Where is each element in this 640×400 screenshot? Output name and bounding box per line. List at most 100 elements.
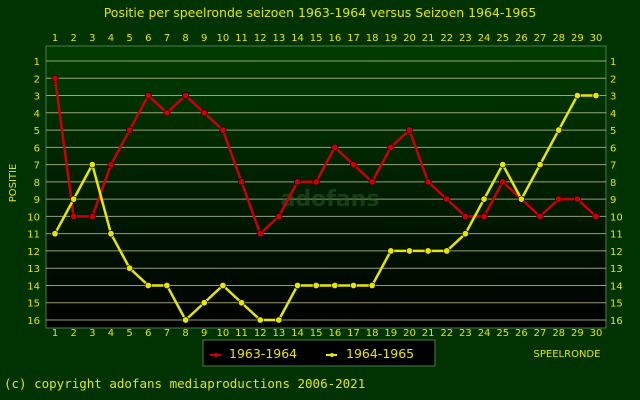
data-point	[88, 212, 96, 220]
y-tick-label: 13	[610, 264, 623, 275]
x-tick-label: 30	[590, 33, 603, 44]
data-point	[480, 212, 488, 220]
x-tick-label: 25	[496, 33, 509, 44]
data-point	[51, 230, 59, 238]
data-point	[144, 281, 152, 289]
y-tick-label: 10	[27, 212, 40, 223]
legend-marker-series-1	[214, 353, 218, 357]
y-tick-label: 3	[34, 92, 40, 103]
x-tick-label: 18	[366, 33, 379, 44]
x-tick-label: 29	[571, 33, 584, 44]
x-tick-label: 29	[571, 328, 584, 339]
data-point	[387, 143, 395, 151]
data-point	[294, 281, 302, 289]
data-point	[163, 109, 171, 117]
x-tick-label: 8	[182, 33, 188, 44]
y-tick-label: 12	[27, 247, 40, 258]
x-tick-label: 27	[534, 33, 547, 44]
data-point	[312, 281, 320, 289]
x-tick-label: 15	[310, 33, 323, 44]
x-tick-label: 12	[254, 328, 267, 339]
y-tick-label: 2	[34, 74, 40, 85]
data-point	[424, 178, 432, 186]
x-tick-label: 7	[164, 328, 170, 339]
data-point	[536, 161, 544, 169]
y-tick-label: 16	[27, 316, 40, 327]
data-point	[331, 281, 339, 289]
data-point	[238, 299, 246, 307]
y-tick-label: 12	[610, 247, 623, 258]
x-tick-label: 12	[254, 33, 267, 44]
legend-label-series-1: 1963-1964	[229, 346, 297, 361]
x-tick-label: 21	[422, 328, 435, 339]
data-point	[144, 92, 152, 100]
y-tick-label: 1	[34, 57, 40, 68]
data-point	[51, 74, 59, 82]
data-point	[443, 195, 451, 203]
x-tick-label: 24	[478, 328, 491, 339]
x-tick-label: 11	[235, 33, 248, 44]
y-tick-label: 11	[610, 230, 623, 241]
y-tick-label: 7	[610, 161, 616, 172]
data-point	[312, 178, 320, 186]
data-point	[275, 316, 283, 324]
x-tick-label: 25	[496, 328, 509, 339]
legend-marker-series-2	[330, 353, 334, 357]
legend-box	[202, 339, 436, 367]
x-tick-label: 9	[201, 33, 207, 44]
y-tick-label: 4	[34, 109, 40, 120]
series-layer	[51, 74, 600, 324]
data-point	[107, 161, 115, 169]
x-tick-label: 1	[52, 328, 58, 339]
x-tick-label: 3	[89, 328, 95, 339]
x-tick-label: 22	[440, 33, 453, 44]
series-line	[53, 94, 596, 322]
y-tick-label: 16	[610, 316, 623, 327]
data-point	[107, 230, 115, 238]
y-tick-label: 11	[27, 230, 40, 241]
y-tick-label: 14	[27, 281, 40, 292]
data-point	[387, 247, 395, 255]
x-tick-label: 19	[384, 33, 397, 44]
data-point	[592, 212, 600, 220]
data-point	[349, 161, 357, 169]
data-point	[219, 281, 227, 289]
x-tick-label: 11	[235, 328, 248, 339]
x-tick-label: 23	[459, 328, 472, 339]
data-point	[331, 143, 339, 151]
x-tick-label: 2	[70, 328, 76, 339]
x-tick-label: 23	[459, 33, 472, 44]
watermark: adofans	[281, 187, 380, 212]
x-tick-label: 4	[108, 328, 114, 339]
data-point	[200, 299, 208, 307]
data-point	[70, 195, 78, 203]
data-point	[424, 247, 432, 255]
y-tick-label: 8	[34, 178, 40, 189]
y-tick-label: 15	[27, 299, 40, 310]
data-point	[368, 178, 376, 186]
series-2	[51, 92, 600, 324]
x-tick-label: 13	[272, 328, 285, 339]
x-tick-label: 6	[145, 328, 151, 339]
x-tick-label: 14	[291, 33, 304, 44]
x-tick-label: 4	[108, 33, 114, 44]
x-tick-label: 6	[145, 33, 151, 44]
y-tick-label: 4	[610, 109, 616, 120]
data-point	[238, 178, 246, 186]
x-tick-label: 20	[403, 328, 416, 339]
data-point	[499, 161, 507, 169]
data-point	[70, 212, 78, 220]
data-point	[368, 281, 376, 289]
plot-area	[45, 45, 607, 329]
x-tick-label: 13	[272, 33, 285, 44]
x-tick-label: 17	[347, 328, 360, 339]
copyright-footer: (c) copyright adofans mediaproductions 2…	[4, 376, 365, 391]
data-point	[573, 195, 581, 203]
x-tick-label: 19	[384, 328, 397, 339]
y-tick-label: 3	[610, 92, 616, 103]
series-line	[53, 78, 597, 235]
x-axis-label: SPEELRONDE	[534, 349, 601, 360]
x-tick-label: 27	[534, 328, 547, 339]
